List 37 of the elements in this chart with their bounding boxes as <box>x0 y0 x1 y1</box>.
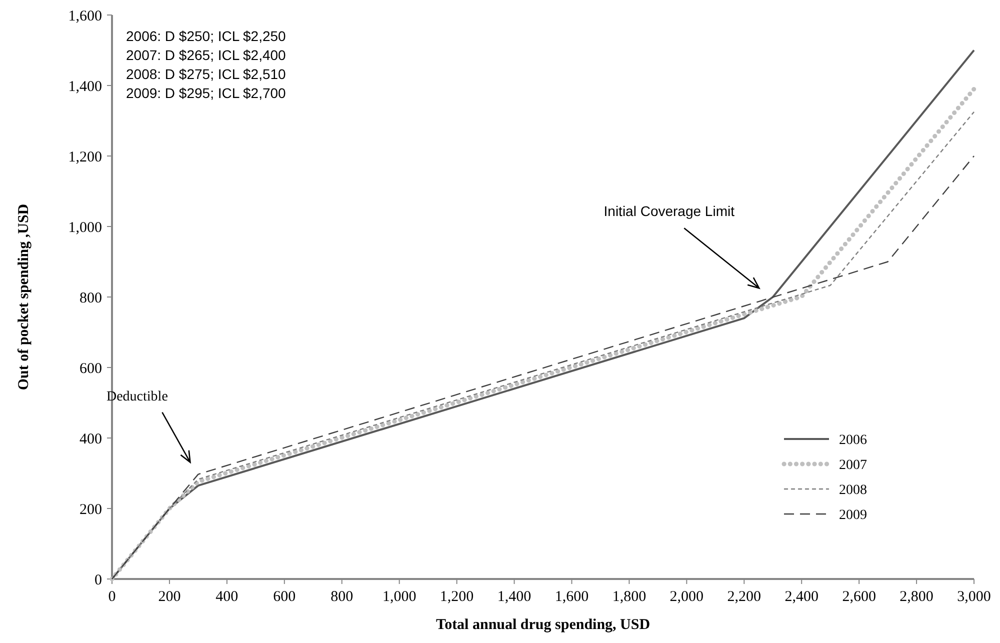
x-tick-label: 600 <box>273 589 296 605</box>
legend-label: 2007 <box>839 458 867 473</box>
x-tick-label: 2,200 <box>727 589 762 605</box>
x-tick-label: 2,600 <box>842 589 876 605</box>
x-tick-label: 2,000 <box>670 589 704 605</box>
x-tick-label: 1,400 <box>497 589 532 605</box>
x-tick-label: 200 <box>158 589 181 605</box>
legend-label: 2009 <box>839 508 867 523</box>
annotation: 2007: D $265; ICL $2,400 <box>126 47 286 63</box>
annotation: 2006: D $250; ICL $2,250 <box>126 28 286 44</box>
legend-label: 2006 <box>839 432 867 448</box>
y-tick-label: 400 <box>80 431 102 448</box>
annotation: Deductible <box>106 389 168 404</box>
y-tick-label: 800 <box>80 290 102 306</box>
y-tick-label: 1,200 <box>68 149 102 166</box>
y-tick-label: 1,600 <box>68 8 102 24</box>
x-tick-label: 1,800 <box>612 589 646 605</box>
legend-label: 2008 <box>839 482 867 498</box>
y-tick-label: 1,400 <box>68 78 102 95</box>
x-axis-title: Total annual drug spending, USD <box>436 617 650 633</box>
y-tick-label: 1,000 <box>68 220 102 236</box>
x-tick-label: 800 <box>330 589 354 605</box>
x-tick-label: 1,200 <box>440 589 474 605</box>
annotation: 2009: D $295; ICL $2,700 <box>126 85 286 101</box>
annotation: Initial Coverage Limit <box>604 203 735 220</box>
x-tick-label: 1,600 <box>554 589 589 605</box>
x-tick-label: 3,000 <box>957 589 991 605</box>
x-tick-label: 1,000 <box>382 589 416 605</box>
annotation: 2008: D $275; ICL $2,510 <box>126 66 286 82</box>
y-tick-label: 600 <box>80 360 102 377</box>
x-tick-label: 0 <box>108 589 116 605</box>
x-tick-label: 2,800 <box>900 589 934 605</box>
y-axis-title: Out of pocket spending ,USD <box>16 204 32 390</box>
y-tick-label: 200 <box>80 502 102 518</box>
x-tick-label: 400 <box>216 589 238 605</box>
x-tick-label: 2,400 <box>784 589 818 605</box>
y-tick-label: 0 <box>94 572 102 588</box>
